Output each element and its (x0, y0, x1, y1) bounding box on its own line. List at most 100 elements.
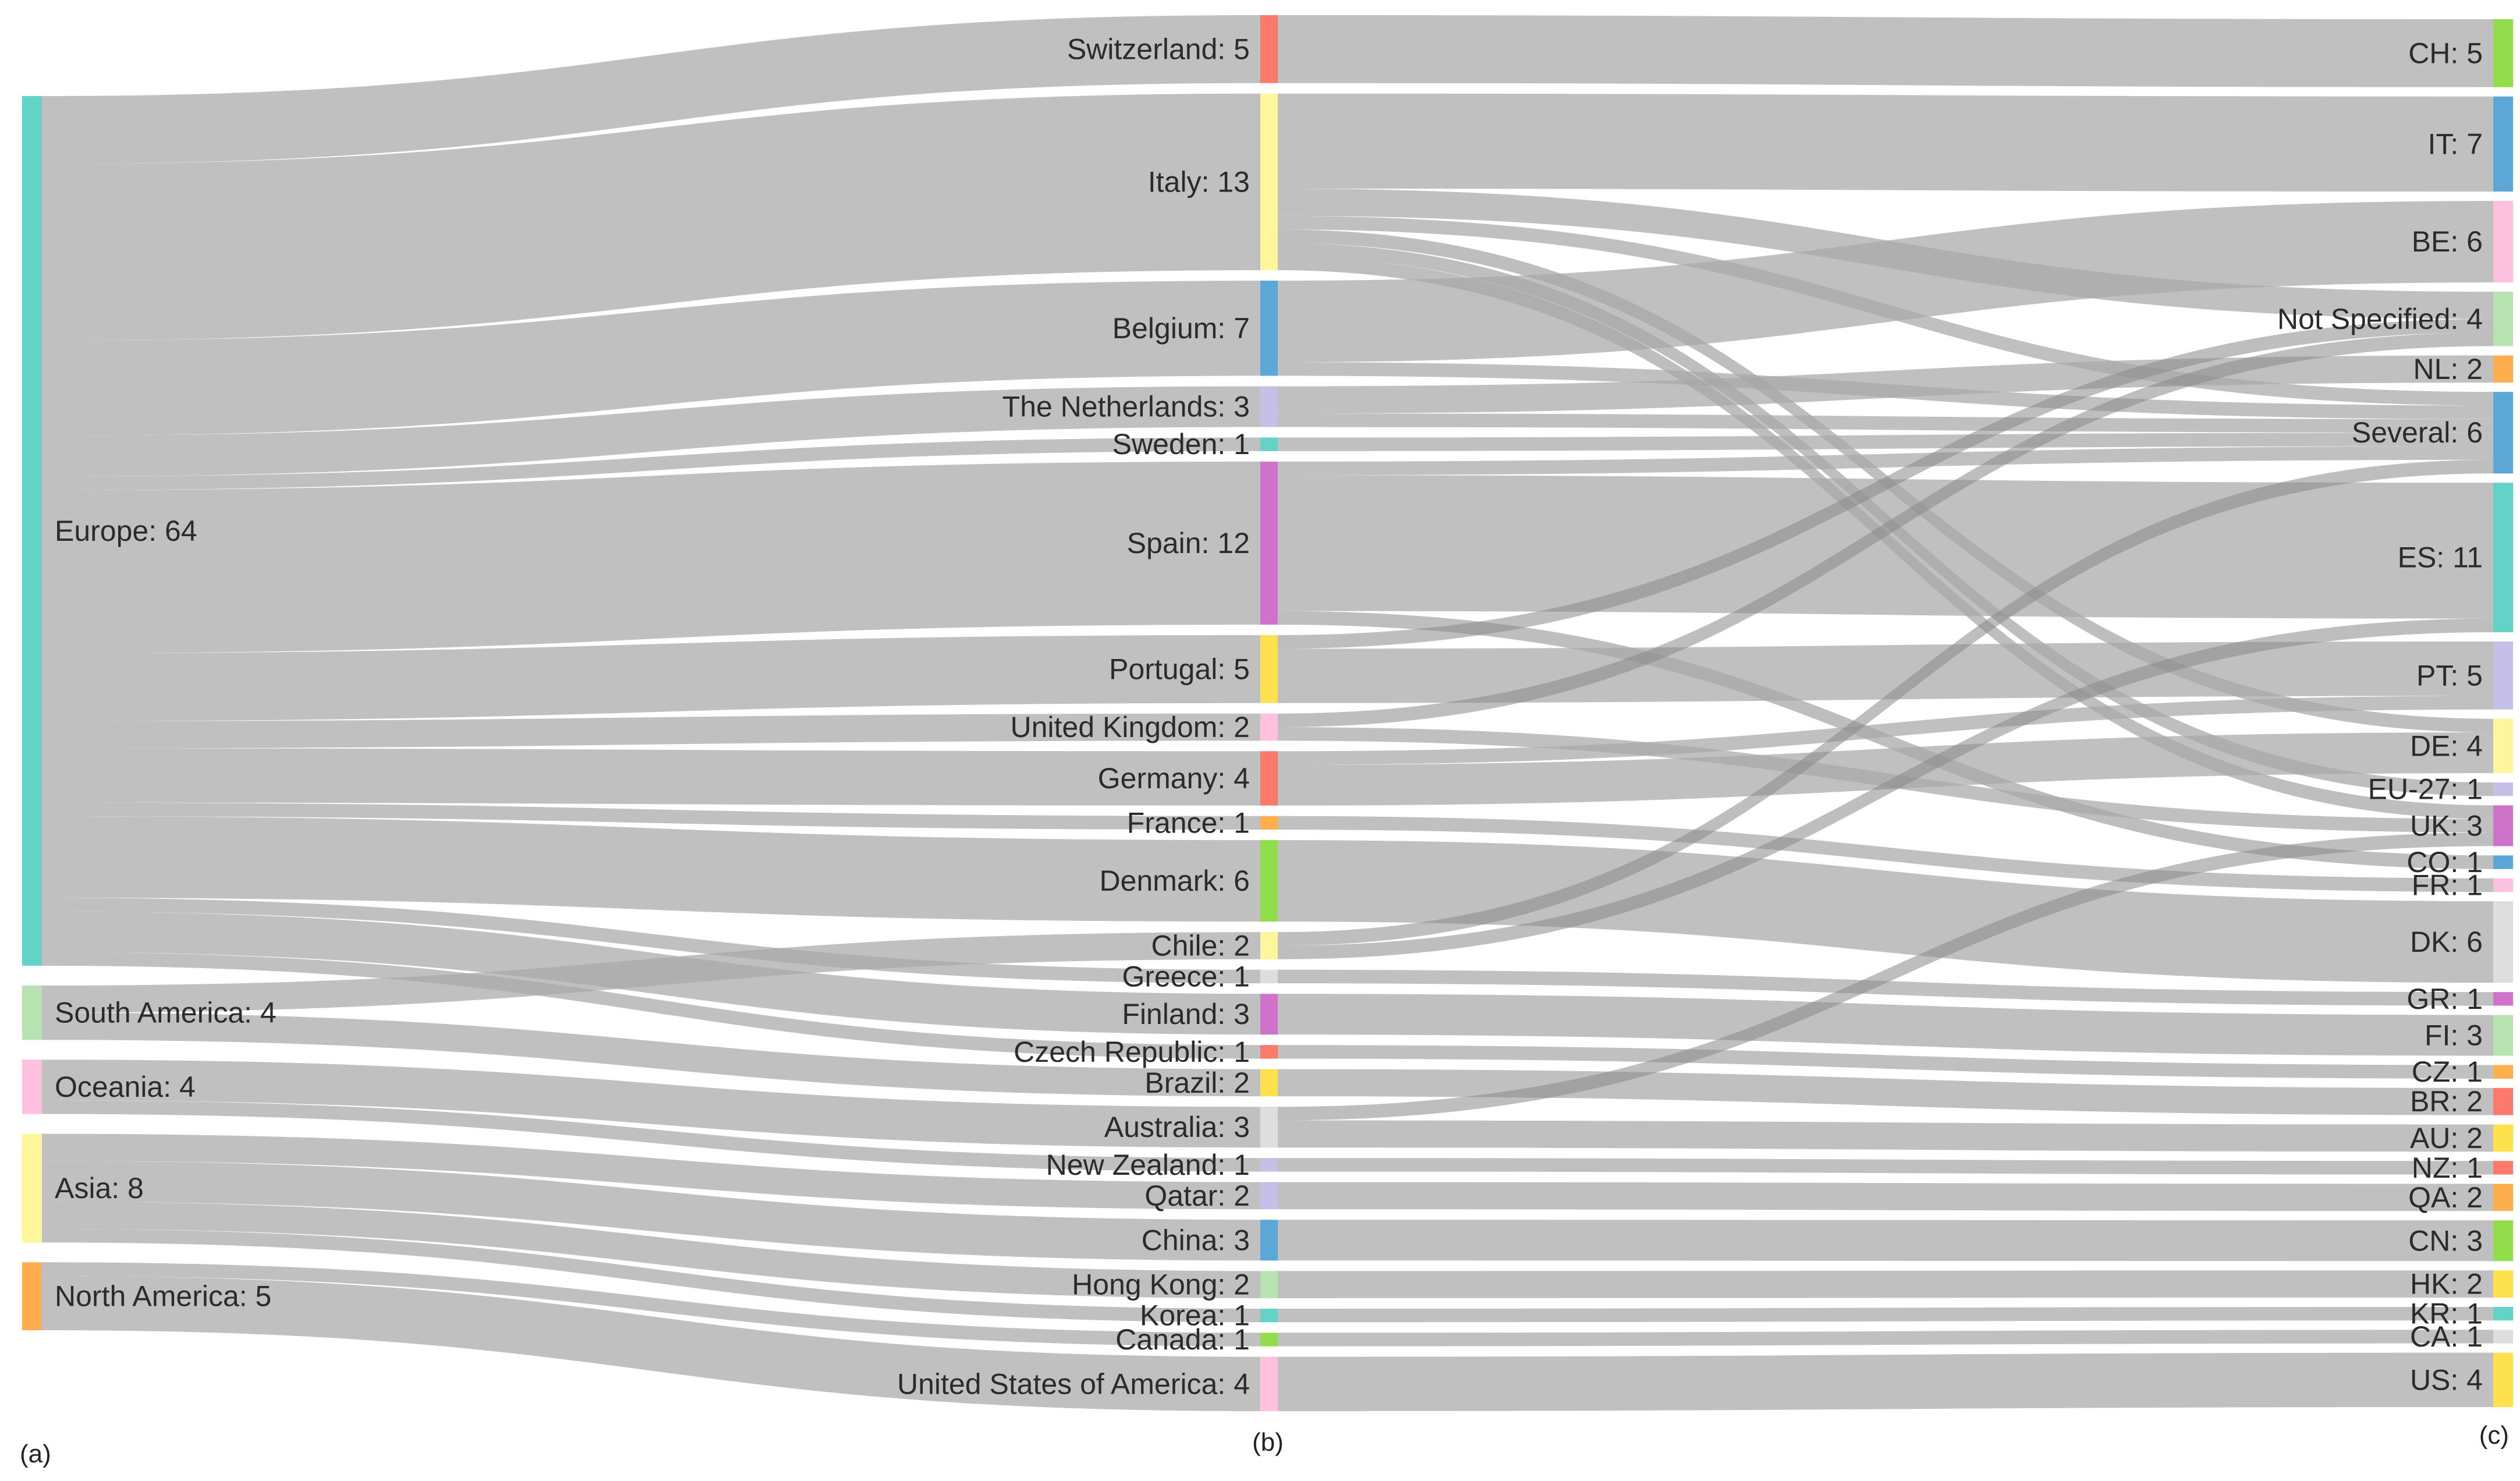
node-bar-fr (1260, 816, 1278, 830)
node-bar-c_dk (2493, 901, 2513, 983)
link-na-us (42, 1275, 1260, 1411)
column-labels: (a) (b) (c) (20, 1421, 2509, 1468)
node-label-oc: Oceania: 4 (55, 1071, 196, 1103)
node-bar-c_ca (2493, 1330, 2513, 1344)
node-bar-uk (1260, 713, 1278, 741)
link-qa-c_qa (1278, 1182, 2493, 1211)
node-bar-c_au (2493, 1124, 2513, 1152)
node-bar-gr (1260, 969, 1278, 984)
node-label-na: North America: 5 (55, 1280, 271, 1313)
node-bar-c_de (2493, 718, 2513, 774)
node-label-as: Asia: 8 (55, 1172, 144, 1204)
link-be-c_be (1278, 201, 2493, 363)
node-bar-c_eu27 (2493, 782, 2513, 796)
node-bar-c_nl (2493, 355, 2513, 383)
node-label-pt: Portugal: 5 (1109, 653, 1250, 685)
sankey-labels: Europe: 64 South America: 4 Oceania: 4 Asia… (55, 33, 2483, 1400)
link-se-c_sev (1278, 433, 2493, 451)
link-nl-c_sev (1278, 413, 2493, 433)
link-sa-cl (42, 932, 1260, 1013)
node-label-c_cz: CZ: 1 (2412, 1055, 2483, 1088)
node-bar-nz (1260, 1158, 1278, 1172)
link-cl-c_sev (1278, 459, 2493, 946)
node-label-c_it: IT: 7 (2428, 127, 2483, 160)
node-bar-c_kr (2493, 1306, 2513, 1321)
node-bar-c_fr (2493, 878, 2513, 892)
node-bar-sa (22, 985, 42, 1040)
node-bar-ch (1260, 15, 1278, 83)
node-bar-c_qa (2493, 1184, 2513, 1211)
node-label-c_kr: KR: 1 (2410, 1298, 2483, 1330)
node-label-eu: Europe: 64 (55, 515, 197, 547)
node-label-be: Belgium: 7 (1112, 312, 1250, 345)
link-eu-es (42, 461, 1260, 653)
node-bar-pt (1260, 635, 1278, 703)
node-label-it: Italy: 13 (1148, 165, 1250, 198)
node-bar-cz (1260, 1045, 1278, 1059)
node-label-c_gr: GR: 1 (2406, 983, 2483, 1015)
node-bar-c_ch (2493, 19, 2513, 87)
node-label-c_ns: Not Specified: 4 (2277, 303, 2483, 335)
node-label-c_hk: HK: 2 (2410, 1268, 2483, 1301)
node-bar-c_cn (2493, 1220, 2513, 1262)
link-es-c_co (1278, 611, 2493, 869)
node-label-ch: Switzerland: 5 (1067, 33, 1250, 65)
node-bar-oc (22, 1060, 42, 1114)
node-bar-cn (1260, 1220, 1278, 1261)
node-label-c_be: BE: 6 (2412, 225, 2483, 258)
node-bar-c_gr (2493, 992, 2513, 1006)
node-bar-as (22, 1133, 42, 1243)
link-eu-be (42, 281, 1260, 436)
node-label-ca: Canada: 1 (1115, 1323, 1250, 1356)
node-label-c_sev: Several: 6 (2352, 416, 2483, 449)
node-label-c_nl: NL: 2 (2413, 353, 2483, 385)
link-as-hk (42, 1202, 1260, 1298)
link-eu-se (42, 437, 1260, 490)
link-cz-c_cz (1278, 1045, 2493, 1079)
link-it-c_it (1278, 93, 2493, 192)
node-label-c_cn: CN: 3 (2408, 1224, 2483, 1257)
column-label-c: (c) (2479, 1421, 2509, 1450)
link-fi-c_fi (1278, 994, 2493, 1056)
link-eu-fr (42, 802, 1260, 830)
link-eu-dk (42, 816, 1260, 922)
link-as-qa (42, 1133, 1260, 1210)
sankey-nodes (22, 15, 2513, 1411)
node-label-c_es: ES: 11 (2398, 541, 2483, 574)
node-label-cn: China: 3 (1142, 1224, 1250, 1256)
node-label-c_ca: CA: 1 (2410, 1320, 2483, 1353)
node-label-c_us: US: 4 (2410, 1363, 2483, 1396)
node-label-gr: Greece: 1 (1122, 960, 1250, 993)
node-label-uk: United Kingdom: 2 (1011, 711, 1250, 743)
link-eu-nl (42, 386, 1260, 477)
sankey-links (42, 15, 2493, 1411)
node-bar-us (1260, 1356, 1278, 1411)
link-es-c_es (1278, 475, 2493, 619)
node-bar-eu (22, 96, 42, 966)
link-nl-c_nl (1278, 355, 2493, 414)
node-label-c_co: CO: 1 (2406, 846, 2483, 878)
node-bar-c_hk (2493, 1270, 2513, 1298)
link-oc-nz (42, 1100, 1260, 1172)
node-label-es: Spain: 12 (1127, 527, 1250, 559)
node-bar-c_it (2493, 96, 2513, 192)
column-label-a: (a) (20, 1440, 51, 1468)
node-bar-c_be (2493, 201, 2513, 283)
node-label-fi: Finland: 3 (1122, 998, 1250, 1030)
link-us-c_us (1278, 1352, 2493, 1411)
link-gr-c_gr (1278, 969, 2493, 1006)
link-eu-cz (42, 952, 1260, 1059)
link-na-ca (42, 1262, 1260, 1347)
node-bar-es (1260, 461, 1278, 625)
node-bar-hk (1260, 1271, 1278, 1298)
node-label-qa: Qatar: 2 (1144, 1179, 1250, 1212)
link-kr-c_kr (1278, 1306, 2493, 1323)
node-bar-it (1260, 93, 1278, 271)
link-de-c_de (1278, 732, 2493, 806)
node-label-nl: The Netherlands: 3 (1002, 391, 1250, 423)
node-bar-au (1260, 1107, 1278, 1148)
node-bar-na (22, 1262, 42, 1330)
link-eu-uk (42, 713, 1260, 749)
node-label-c_dk: DK: 6 (2410, 926, 2483, 958)
node-label-c_uk: UK: 3 (2410, 809, 2483, 842)
